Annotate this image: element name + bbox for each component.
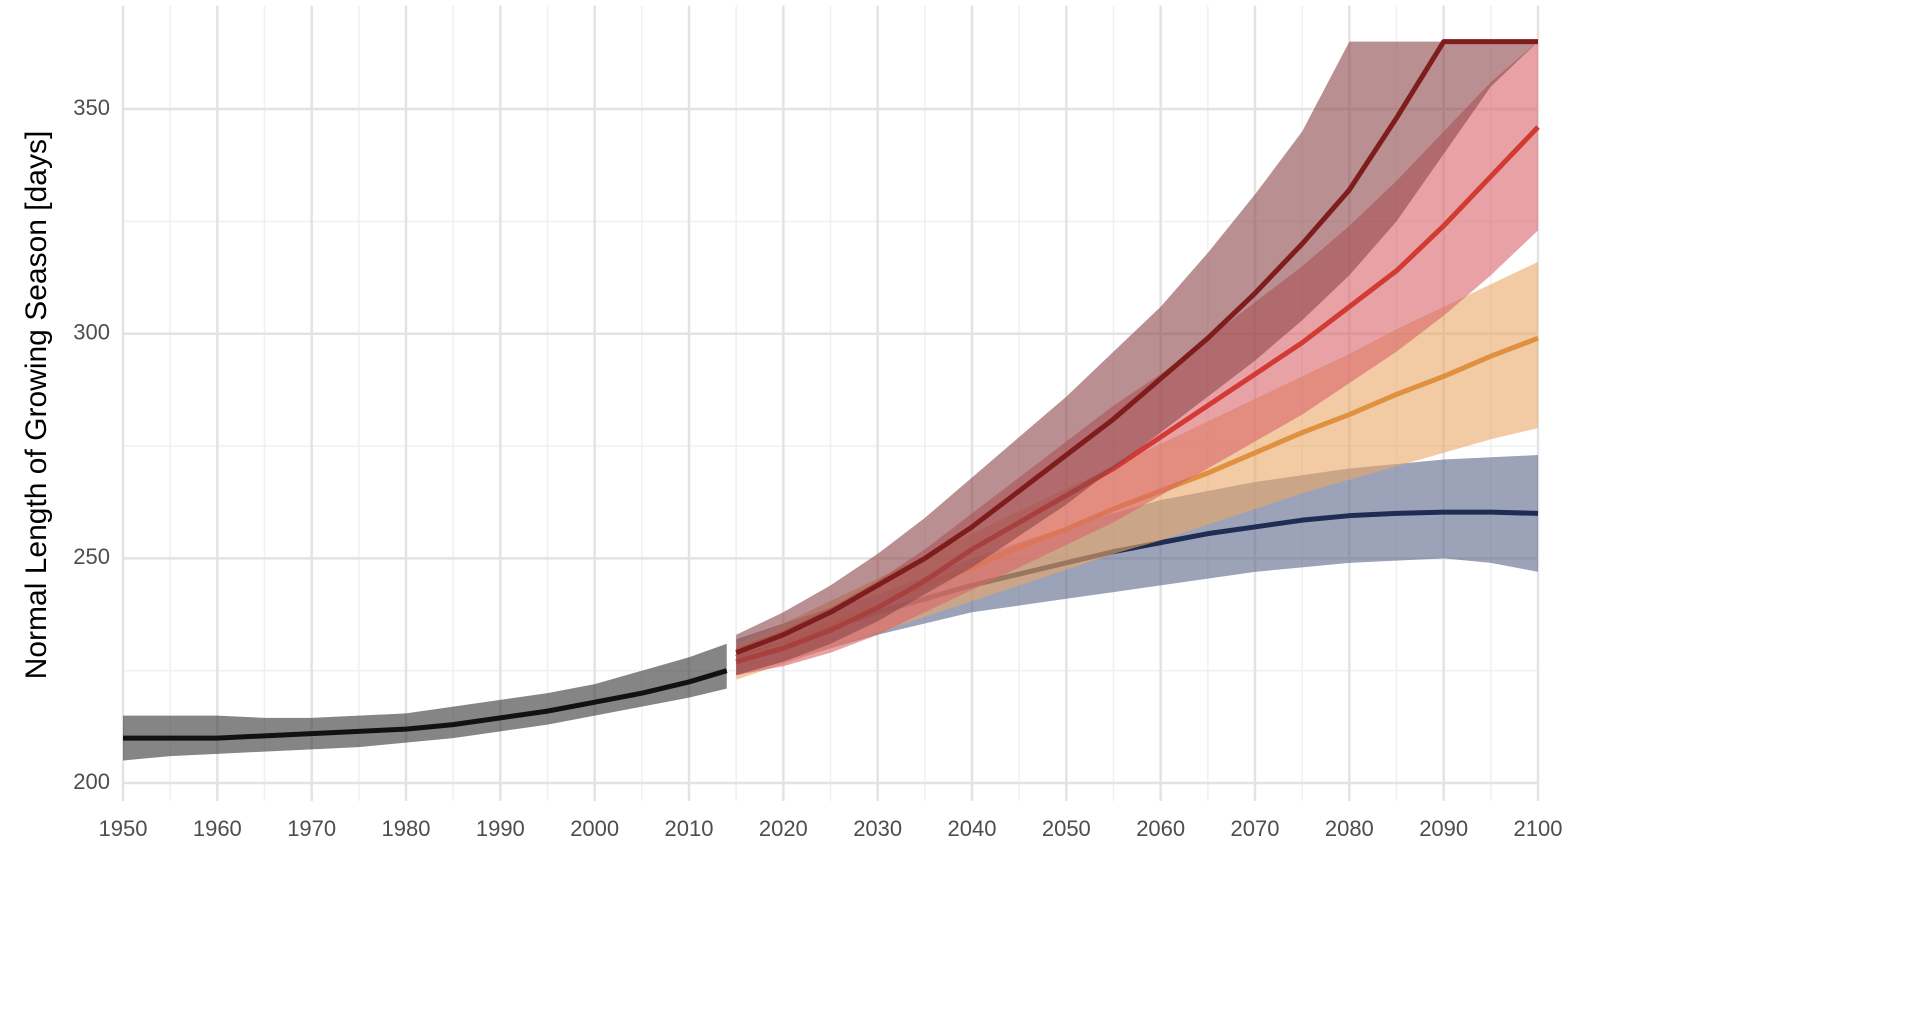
- x-tick-label: 2060: [1136, 816, 1185, 841]
- x-tick-label: 2010: [665, 816, 714, 841]
- y-tick-label: 300: [73, 320, 110, 345]
- confidence-band: [736, 41, 1538, 676]
- x-tick-label: 1980: [382, 816, 431, 841]
- marks: [123, 39, 1540, 761]
- y-tick-label: 350: [73, 95, 110, 120]
- x-tick-label: 1960: [193, 816, 242, 841]
- x-tick-label: 2050: [1042, 816, 1091, 841]
- mean-line: [735, 39, 1538, 656]
- x-tick-label: 2080: [1325, 816, 1374, 841]
- x-tick-label: 2090: [1419, 816, 1468, 841]
- x-tick-label: 1970: [287, 816, 336, 841]
- y-axis-title: Normal Length of Growing Season [days]: [20, 131, 53, 680]
- x-tick-label: 1990: [476, 816, 525, 841]
- x-tick-label: 2070: [1231, 816, 1280, 841]
- x-tick-label: 2020: [759, 816, 808, 841]
- x-tick-label: 2030: [853, 816, 902, 841]
- labels: 1950 1960 1970 1980 1990 2000 2010 2020 2030 2040…: [73, 95, 1562, 841]
- x-tick-label: 1950: [99, 816, 148, 841]
- x-tick-label: 2040: [948, 816, 997, 841]
- confidence-band: [736, 455, 1538, 676]
- y-tick-label: 250: [73, 544, 110, 569]
- confidence-band: [123, 643, 727, 761]
- mean-line: [123, 668, 728, 741]
- y-tick-label: 200: [73, 769, 110, 794]
- x-tick-label: 2000: [570, 816, 619, 841]
- x-tick-label: 2100: [1514, 816, 1563, 841]
